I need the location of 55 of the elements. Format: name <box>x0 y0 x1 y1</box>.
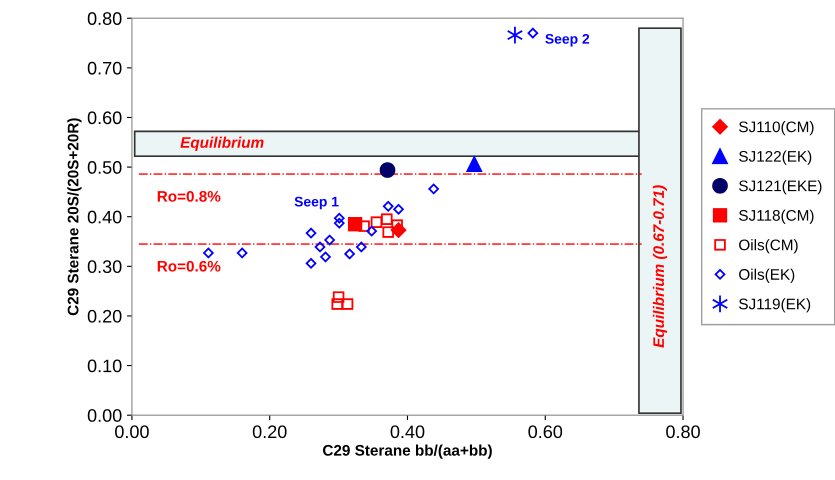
annotation: Ro=0.8% <box>158 190 220 202</box>
y-tick-label: 0.20 <box>88 310 122 323</box>
point <box>324 234 335 246</box>
annotation: Ro=0.6% <box>158 260 220 272</box>
y-axis-title: C29 Sterane 20S/(20S+20R) <box>67 118 82 316</box>
x-tick-label: 0.20 <box>252 425 287 438</box>
x-tick-label: 0.60 <box>528 425 562 438</box>
legend-label: SJ121(EKE) <box>739 180 822 194</box>
point <box>380 162 396 178</box>
point <box>370 216 382 228</box>
legend-label: SJ119(EK) <box>739 298 810 312</box>
x-axis-title: C29 Sterane bb/(aa+bb) <box>323 444 492 459</box>
legend-label: SJ122(EK) <box>739 150 812 165</box>
point <box>332 291 344 303</box>
point <box>366 226 377 236</box>
point <box>381 213 393 225</box>
y-tick-label: 0.80 <box>88 12 122 25</box>
point <box>466 156 482 172</box>
point <box>358 220 370 232</box>
point <box>356 242 367 252</box>
annotation: Seep 1 <box>294 196 339 210</box>
legend-label: SJ118(CM) <box>739 210 814 224</box>
legend-label: Oils(EK) <box>739 268 794 283</box>
y-tick-label: 0.40 <box>88 210 122 224</box>
point <box>342 298 354 310</box>
point <box>306 258 316 269</box>
annotation: Seep 2 <box>545 34 590 47</box>
point <box>506 26 524 44</box>
x-tick-label: 0.40 <box>390 425 424 438</box>
y-tick-label: 0.10 <box>88 360 122 372</box>
point <box>320 252 331 262</box>
y-tick-label: 0.50 <box>88 161 122 174</box>
y-tick-label: 0.70 <box>88 62 122 75</box>
point <box>528 28 538 38</box>
point <box>382 226 394 238</box>
y-tick-label: 0.30 <box>88 260 122 274</box>
point <box>393 204 404 215</box>
point <box>382 200 394 212</box>
band-label: Equilibrium (0.67-0.71) <box>652 185 668 348</box>
point <box>236 248 248 258</box>
point <box>306 228 316 238</box>
x-tick-label: 0.80 <box>666 425 700 438</box>
point <box>203 248 214 258</box>
y-tick-label: 0.60 <box>88 111 122 124</box>
point <box>334 212 345 224</box>
point <box>428 184 439 194</box>
x-tick-label: 0.00 <box>115 425 149 438</box>
point <box>344 248 355 260</box>
legend-label: SJ110(CM) <box>739 121 814 136</box>
point <box>331 298 343 310</box>
y-tick-label: 0.00 <box>88 409 122 422</box>
point <box>314 242 326 252</box>
legend-label: Oils(CM) <box>739 239 798 254</box>
point <box>334 218 345 228</box>
band-label: Equilibrium <box>180 136 264 151</box>
